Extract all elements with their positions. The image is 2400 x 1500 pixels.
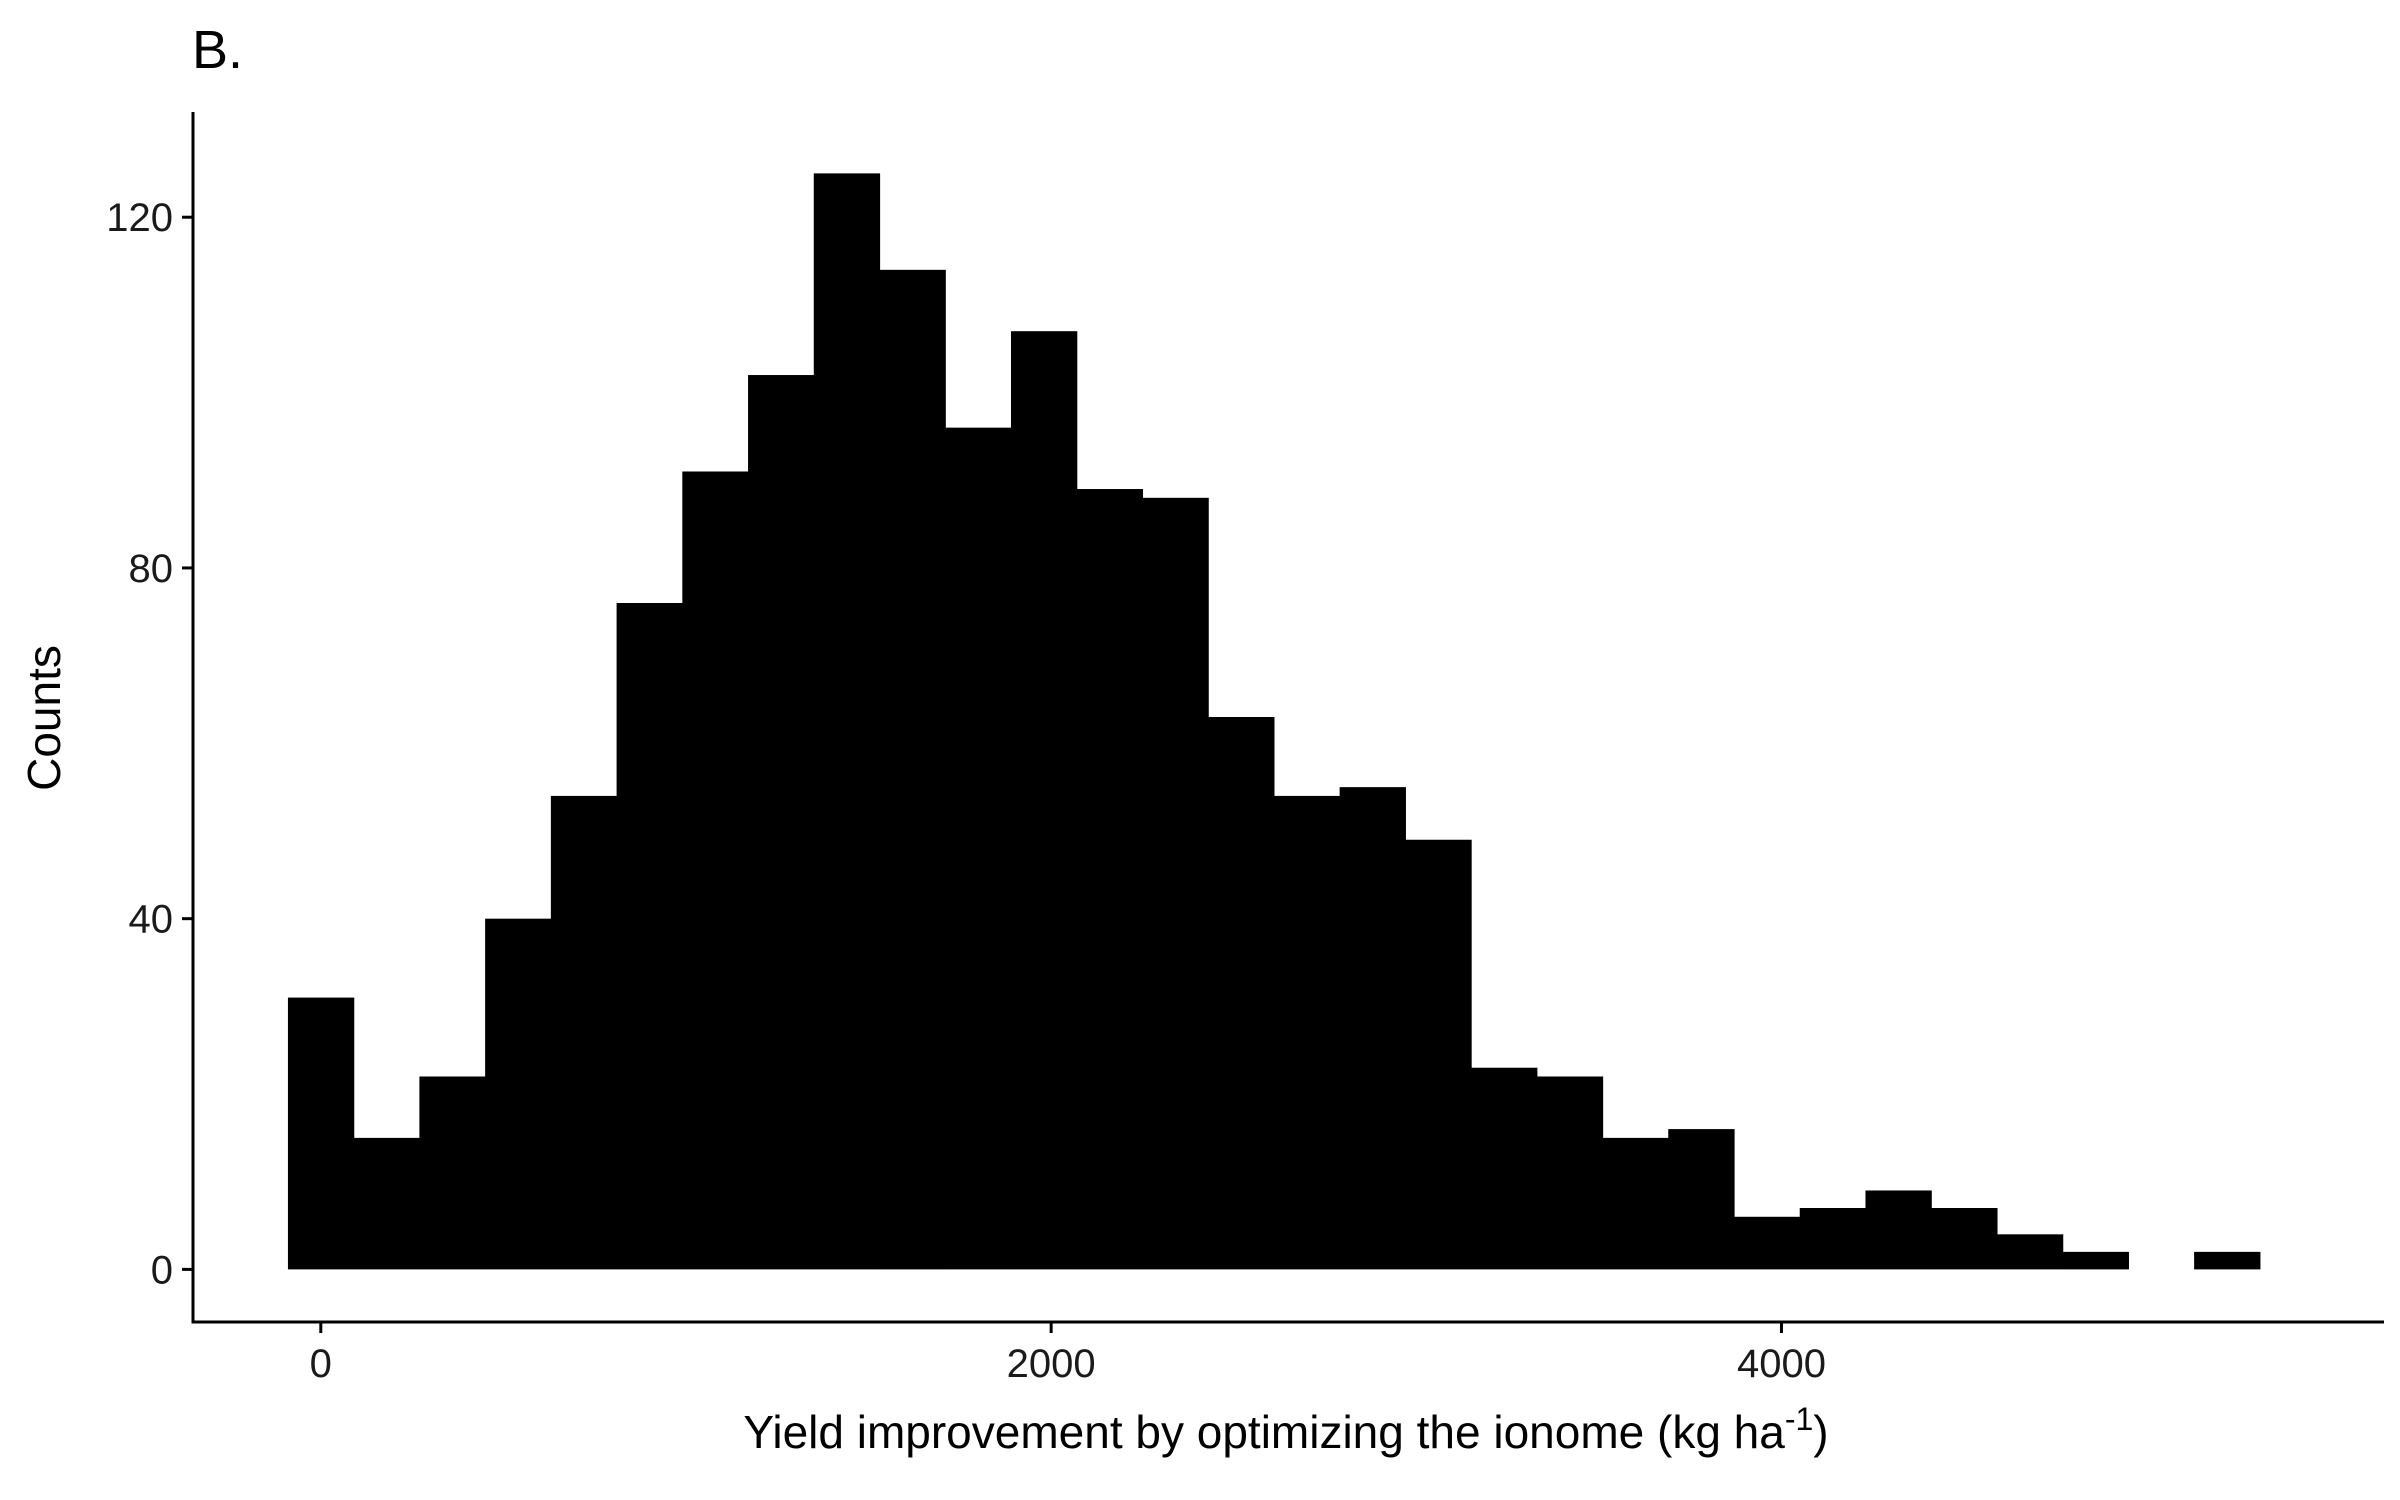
x-tick-label: 0 <box>310 1342 332 1386</box>
histogram-bar-23 <box>1799 1208 1867 1270</box>
histogram-bar-0 <box>287 997 355 1270</box>
histogram-bars <box>287 173 2261 1270</box>
y-tick-label: 0 <box>151 1248 173 1292</box>
histogram-bar-24 <box>1865 1190 1932 1270</box>
y-tick-label: 120 <box>106 196 173 240</box>
histogram-bar-6 <box>682 471 749 1270</box>
y-axis-title: Counts <box>18 645 70 791</box>
x-axis-title: Yield improvement by optimizing the iono… <box>743 1401 1828 1458</box>
x-axis-ticks: 0 2000 4000 <box>310 1322 1826 1386</box>
histogram-bar-25 <box>1931 1208 1998 1270</box>
histogram-bar-19 <box>1536 1076 1604 1270</box>
histogram-bar-18 <box>1471 1067 1538 1270</box>
panel-tag: B. <box>192 20 243 80</box>
histogram-bar-16 <box>1339 787 1406 1270</box>
histogram-bar-27 <box>2062 1251 2129 1270</box>
histogram-bar-1 <box>353 1137 420 1270</box>
x-axis-title-suffix: ) <box>1813 1406 1828 1458</box>
histogram-bar-11 <box>1010 331 1078 1270</box>
histogram-bar-20 <box>1602 1137 1669 1270</box>
histogram-bar-14 <box>1208 717 1275 1270</box>
x-tick-label: 2000 <box>1007 1342 1096 1386</box>
x-axis-title-main: Yield improvement by optimizing the iono… <box>743 1406 1785 1458</box>
histogram-bar-22 <box>1734 1216 1801 1270</box>
histogram-bar-26 <box>1996 1234 2064 1270</box>
histogram-bar-2 <box>419 1076 486 1270</box>
y-axis-ticks: 0 40 80 120 <box>106 196 193 1292</box>
histogram-bar-10 <box>945 427 1012 1270</box>
histogram-bar-5 <box>616 603 683 1270</box>
y-tick-label: 40 <box>129 898 174 942</box>
histogram-bar-17 <box>1405 839 1472 1270</box>
x-axis-title-superscript: -1 <box>1785 1401 1813 1437</box>
x-tick-label: 4000 <box>1737 1342 1826 1386</box>
histogram-bar-29 <box>2194 1251 2261 1270</box>
histogram-bar-21 <box>1668 1129 1735 1270</box>
histogram-bar-12 <box>1076 489 1144 1270</box>
histogram-bar-15 <box>1273 795 1341 1270</box>
histogram-bar-7 <box>748 375 815 1270</box>
histogram-bar-13 <box>1142 497 1209 1270</box>
histogram-bar-8 <box>813 173 881 1270</box>
histogram-bar-9 <box>879 269 946 1270</box>
histogram-bar-4 <box>550 795 618 1270</box>
histogram-bar-3 <box>485 918 552 1270</box>
y-tick-label: 80 <box>129 547 174 591</box>
